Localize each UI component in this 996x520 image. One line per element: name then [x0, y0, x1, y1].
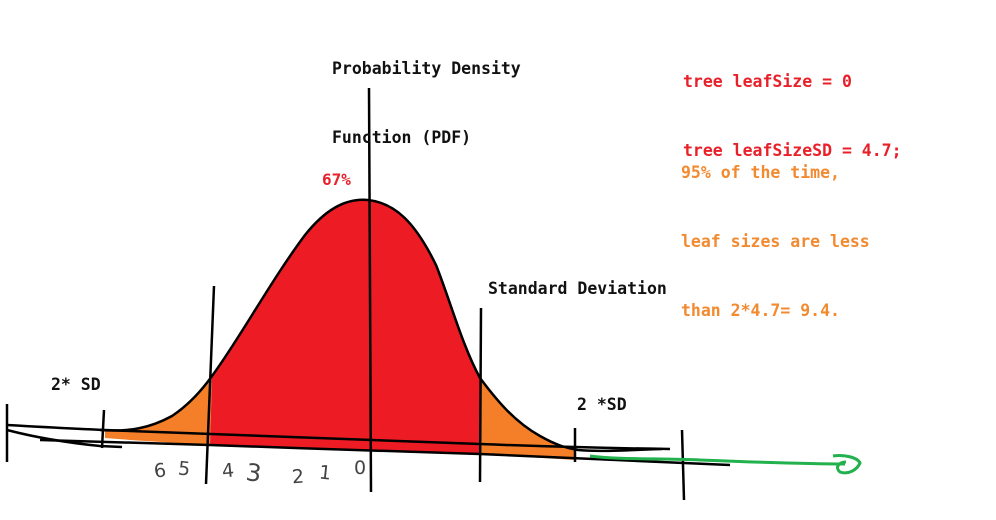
right-two-sd-label: 2 *SD [577, 395, 627, 414]
axis-tick-label: 5 [176, 457, 192, 481]
green-arrow-head-icon [832, 454, 862, 475]
green-arrow-line [589, 454, 846, 466]
bell-curve-outline [99, 198, 663, 453]
mean-line [367, 87, 373, 493]
one-sd-region [210, 199, 480, 454]
title-line: Probability Density [332, 59, 521, 78]
diagram-title: Probability Density Function (PDF) [332, 11, 521, 195]
axis-tick-label: 1 [317, 461, 333, 485]
right-sd-line [478, 307, 483, 483]
peak-percent-label: 67% [322, 170, 351, 189]
baseline-left-stub [6, 428, 123, 449]
right-two-sd-region [480, 378, 575, 460]
title-line: Function (PDF) [332, 128, 472, 147]
left-two-sd-line [100, 409, 106, 449]
left-two-sd-label: 2* SD [51, 375, 101, 394]
left-sd-line [204, 285, 216, 485]
standard-deviation-label: Standard Deviation [488, 279, 667, 298]
axis-tick-label: 6 [152, 459, 168, 483]
code-line: tree leafSize = 0 [683, 72, 852, 91]
code-line: tree leafSizeSD = 4.7; [683, 141, 902, 160]
note-line: than 2*4.7= 9.4. [681, 301, 840, 320]
code-snippet: tree leafSize = 0 tree leafSizeSD = 4.7; [683, 24, 902, 208]
left-two-sd-region [105, 376, 212, 445]
far-right-line [680, 429, 686, 501]
axis-tick-label: 0 [354, 457, 367, 479]
axis-tick-label: 2 [291, 465, 305, 489]
axis-tick-label: 4 [220, 459, 236, 483]
baseline-lower [39, 438, 731, 467]
note-line: 95% of the time, [681, 163, 840, 182]
note-line: leaf sizes are less [681, 232, 870, 251]
probability-note: 95% of the time, leaf sizes are less tha… [681, 115, 870, 368]
